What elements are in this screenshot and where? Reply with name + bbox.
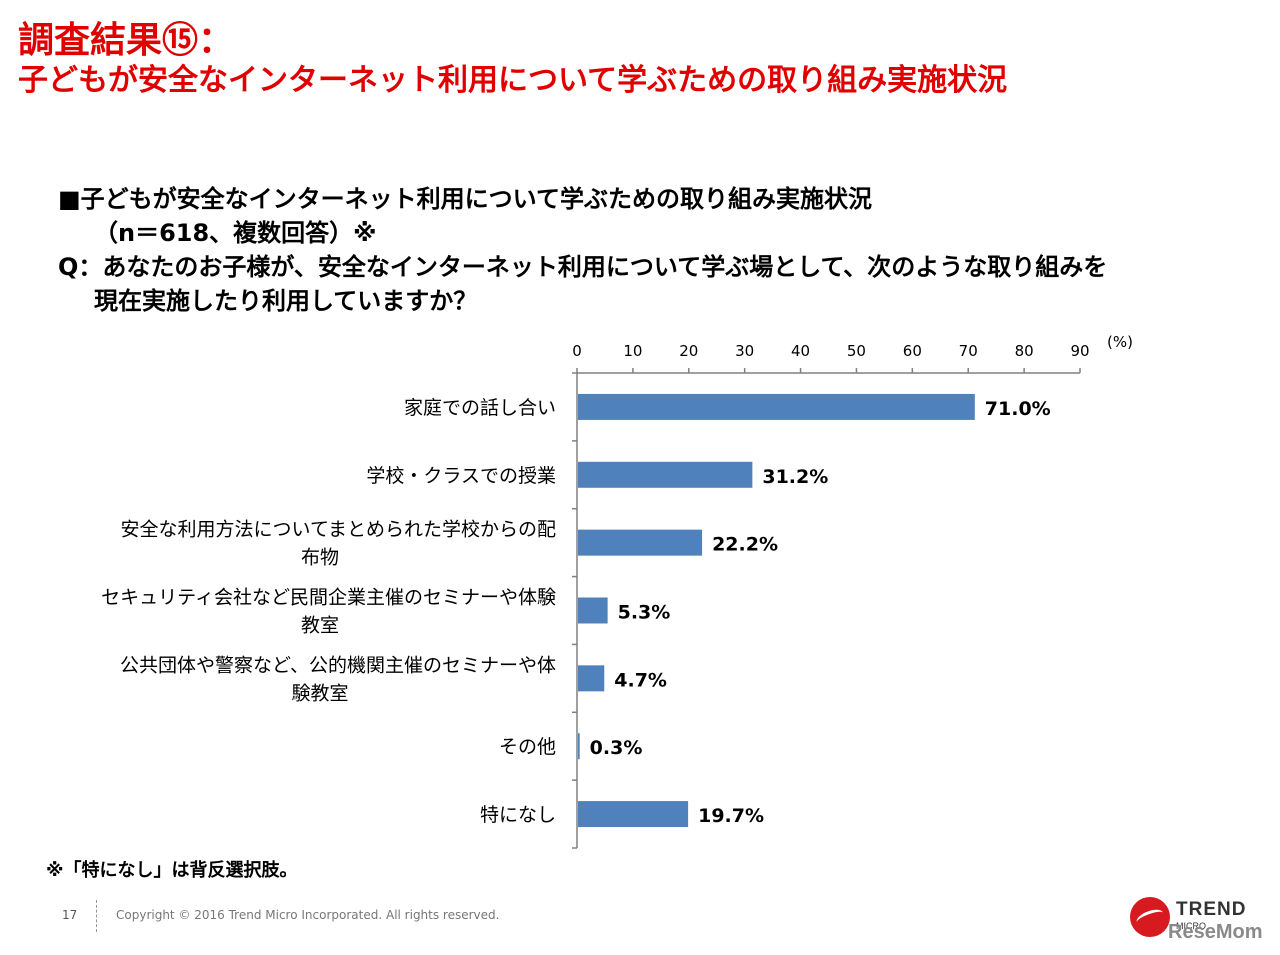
chart-heading-line1: ■子どもが安全なインターネット利用について学ぶための取り組み実施状況 — [58, 185, 872, 213]
category-label: 布物 — [301, 547, 339, 569]
logo-subtext: MICRO — [1176, 921, 1206, 931]
slide-title-line1: 調査結果⑮： — [18, 20, 235, 61]
category-label: セキュリティ会社など民間企業主催のセミナーや体験 — [101, 587, 556, 609]
footer-divider — [96, 900, 97, 932]
data-label: 0.3% — [590, 737, 643, 759]
bar — [578, 665, 605, 692]
x-tick-label: 40 — [791, 342, 810, 360]
footnote: ※「特になし」は背反選択肢。 — [46, 860, 298, 881]
question-line2: 現在実施したり利用していますか？ — [94, 287, 478, 315]
bar — [578, 733, 580, 760]
x-tick-label: 90 — [1070, 342, 1089, 360]
question-line1: Q：あなたのお子様が、安全なインターネット利用について学ぶ場として、次のような取… — [58, 253, 1108, 281]
x-tick-label: 70 — [959, 342, 978, 360]
x-tick-label: 20 — [679, 342, 698, 360]
bar — [578, 597, 608, 624]
data-label: 19.7% — [698, 805, 764, 827]
category-label: 学校・クラスでの授業 — [366, 465, 556, 487]
logo-ball-icon — [1130, 897, 1170, 937]
copyright: Copyright © 2016 Trend Micro Incorporate… — [116, 908, 500, 922]
category-label: 家庭での話し合い — [404, 397, 556, 419]
page-number: 17 — [62, 908, 78, 922]
category-label: 験教室 — [291, 682, 348, 704]
data-label: 71.0% — [985, 398, 1051, 420]
bar — [578, 529, 703, 556]
data-label: 22.2% — [712, 534, 778, 556]
logo-text: TREND — [1176, 899, 1247, 920]
data-label: 5.3% — [618, 602, 671, 624]
data-label: 4.7% — [614, 669, 667, 691]
bar — [578, 461, 753, 488]
trend-micro-logo: TREND MICRO — [1130, 893, 1270, 948]
chart-heading: ■子どもが安全なインターネット利用について学ぶための取り組み実施状況 （n＝61… — [58, 182, 1107, 318]
category-label: その他 — [499, 736, 556, 758]
category-label: 特になし — [480, 804, 556, 826]
chart-heading-line2: （n＝618、複数回答）※ — [94, 219, 377, 247]
x-tick-label: 30 — [735, 342, 754, 360]
x-tick-label: 80 — [1015, 342, 1034, 360]
x-tick-label: 0 — [572, 342, 582, 360]
data-label: 31.2% — [762, 466, 828, 488]
watermark: ReseMom — [1168, 921, 1263, 943]
category-label: 教室 — [301, 615, 339, 637]
x-tick-label: 10 — [623, 342, 642, 360]
bar — [578, 393, 975, 420]
x-tick-label: 60 — [903, 342, 922, 360]
slide-title: 調査結果⑮： 子どもが安全なインターネット利用について学ぶための取り組み実施状況 — [18, 20, 1008, 98]
x-tick-label: 50 — [847, 342, 866, 360]
category-label: 安全な利用方法についてまとめられた学校からの配 — [121, 519, 556, 541]
bar — [578, 801, 689, 828]
unit-label: (%) — [1107, 333, 1133, 351]
category-label: 公共団体や警察など、公的機関主催のセミナーや体 — [120, 654, 556, 676]
slide-title-line2: 子どもが安全なインターネット利用について学ぶための取り組み実施状況 — [18, 62, 1008, 98]
